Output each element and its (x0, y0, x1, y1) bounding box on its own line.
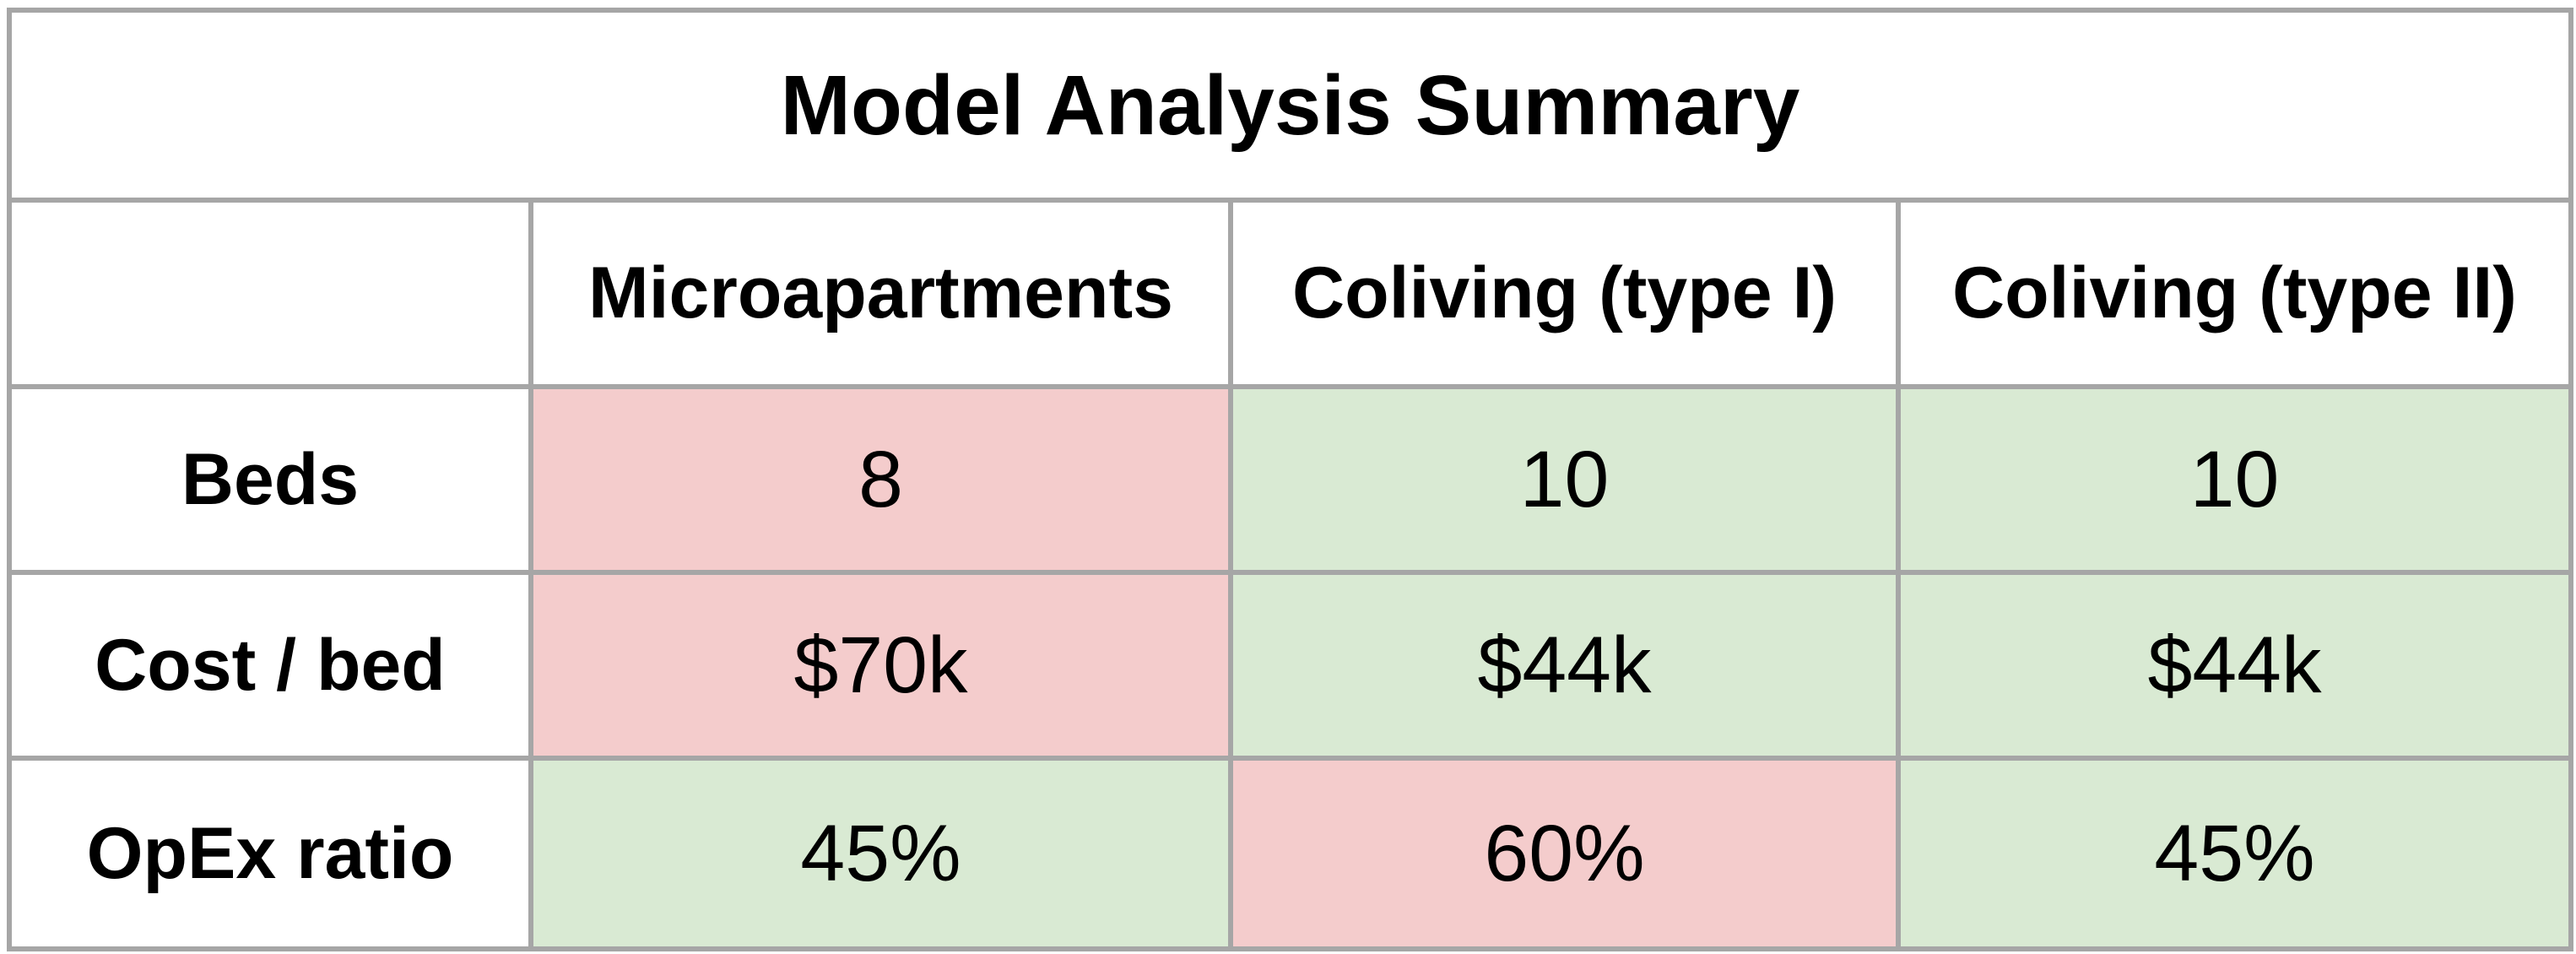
value-cell-opex-microapartments: 45% (528, 756, 1233, 951)
value-cell-cost-coliving-2: $44k (1896, 570, 2573, 761)
value-cell-beds-coliving-1: 10 (1228, 384, 1901, 575)
column-header-coliving-type-1: Coliving (type I) (1228, 198, 1901, 389)
model-analysis-table: Model Analysis Summary Microapartments C… (7, 8, 2573, 951)
row-label-cost-per-bed: Cost / bed (7, 570, 533, 761)
value-cell-beds-microapartments: 8 (528, 384, 1233, 575)
title-row: Model Analysis Summary (7, 8, 2573, 203)
value-cell-cost-microapartments: $70k (528, 570, 1233, 761)
table-row-opex-ratio: OpEx ratio 45% 60% 45% (7, 756, 2573, 951)
row-label-beds: Beds (7, 384, 533, 575)
table-row-cost-per-bed: Cost / bed $70k $44k $44k (7, 570, 2573, 761)
column-header-microapartments: Microapartments (528, 198, 1233, 389)
header-row: Microapartments Coliving (type I) Colivi… (7, 198, 2573, 389)
column-header-coliving-type-2: Coliving (type II) (1896, 198, 2573, 389)
value-cell-cost-coliving-1: $44k (1228, 570, 1901, 761)
value-cell-opex-coliving-2: 45% (1896, 756, 2573, 951)
table-title: Model Analysis Summary (7, 8, 2573, 203)
value-cell-beds-coliving-2: 10 (1896, 384, 2573, 575)
row-label-opex-ratio: OpEx ratio (7, 756, 533, 951)
corner-cell (7, 198, 533, 389)
value-cell-opex-coliving-1: 60% (1228, 756, 1901, 951)
table-row-beds: Beds 8 10 10 (7, 384, 2573, 575)
